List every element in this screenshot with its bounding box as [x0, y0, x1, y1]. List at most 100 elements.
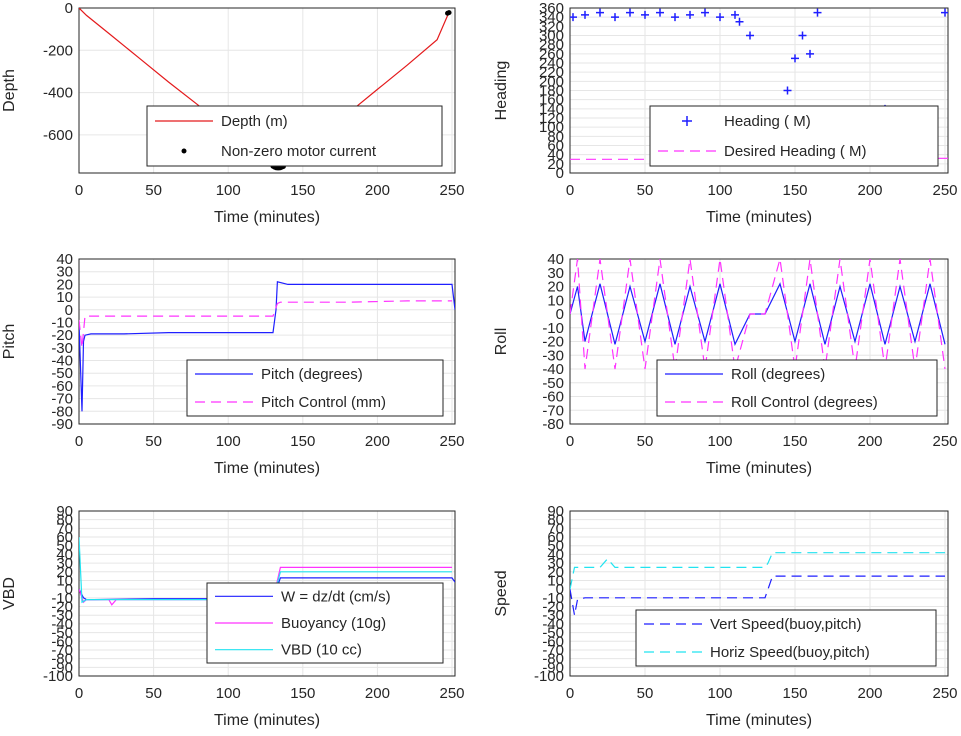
roll-series-1-line — [570, 259, 946, 370]
speed-y-tick-label: -60 — [542, 633, 564, 650]
roll-y-tick-label: -20 — [542, 334, 564, 351]
vbd-x-tick-label: 50 — [145, 685, 162, 702]
heading-x-tick-label: 0 — [566, 182, 574, 199]
vbd-legend-label: Buoyancy (10g) — [281, 615, 386, 632]
vbd-y-tick-label: -90 — [51, 659, 73, 676]
speed-y-tick-label: 50 — [547, 538, 564, 555]
depth-legend-box — [146, 105, 443, 167]
speed-y-tick-label: -100 — [534, 668, 564, 685]
heading-series-0-point — [731, 10, 739, 19]
heading-y-tick-label: 320 — [539, 18, 564, 35]
vbd-y-tick-label: -80 — [51, 651, 73, 668]
roll-legend-box — [656, 359, 938, 417]
pitch-y-tick-label: -90 — [51, 416, 73, 433]
speed-x-tick-label: 0 — [566, 685, 574, 702]
vbd-x-tick-label: 150 — [290, 685, 315, 702]
roll-y-tick-label: -10 — [542, 320, 564, 337]
pitch-x-tick-label: 250 — [440, 433, 465, 450]
vbd-x-tick-label: 250 — [440, 685, 465, 702]
roll-x-axis-label: Time (minutes) — [706, 460, 812, 477]
vbd-legend-label: VBD (10 cc) — [281, 642, 362, 659]
depth-axes-box — [78, 7, 456, 174]
speed-y-tick-label: 80 — [547, 512, 564, 529]
depth-legend-label: Non-zero motor current — [221, 143, 377, 160]
pitch-y-tick-label: 20 — [56, 276, 73, 293]
vbd-y-tick-label: -20 — [51, 599, 73, 616]
pitch-y-tick-label: 30 — [56, 264, 73, 281]
speed-series-0-line — [570, 575, 945, 616]
speed-y-tick-label: 70 — [547, 520, 564, 537]
pitch-y-tick-label: 40 — [56, 251, 73, 268]
heading-series-0-point — [798, 31, 807, 40]
vbd-y-tick-label: -30 — [51, 607, 73, 624]
pitch-series-0-line — [79, 281, 455, 412]
pitch-x-axis-label: Time (minutes) — [214, 460, 320, 477]
roll-y-tick-label: -60 — [542, 389, 564, 406]
roll-x-tick-label: 200 — [857, 433, 882, 450]
vbd-y-tick-label: -40 — [51, 616, 73, 633]
roll-y-tick-label: -70 — [542, 402, 564, 419]
roll-x-tick-label: 50 — [637, 433, 654, 450]
pitch-legend-box — [186, 359, 444, 417]
depth-x-axis-label: Time (minutes) — [214, 209, 320, 226]
speed-y-tick-label: -20 — [542, 599, 564, 616]
speed-y-tick-label: 30 — [547, 555, 564, 572]
heading-x-tick-label: 250 — [932, 182, 957, 199]
roll-y-tick-label: -30 — [542, 347, 564, 364]
pitch-y-tick-label: -30 — [51, 340, 73, 357]
vbd-y-tick-label: 80 — [56, 512, 73, 529]
speed-legend-label: Vert Speed(buoy,pitch) — [710, 616, 861, 633]
pitch-x-tick-label: 50 — [145, 433, 162, 450]
heading-y-tick-label: 180 — [539, 83, 564, 100]
heading-y-tick-label: 140 — [539, 101, 564, 118]
heading-y-tick-label: 20 — [547, 156, 564, 173]
panel-vbd: 0 50 100 150 200 2509080706050403020100-10-20… — [1, 503, 465, 729]
vbd-y-tick-label: -50 — [51, 625, 73, 642]
heading-y-tick-label: 300 — [539, 28, 564, 45]
pitch-series-group — [79, 281, 455, 412]
heading-series-0-point — [656, 8, 664, 17]
vbd-x-axis-label: Time (minutes) — [214, 712, 320, 729]
depth-x-tick-label: 150 — [290, 182, 315, 199]
roll-legend-label: Roll Control (degrees) — [731, 394, 878, 411]
heading-x-tick-label: 100 — [707, 182, 732, 199]
roll-y-axis-label: Roll — [493, 328, 510, 356]
heading-y-tick-label: 40 — [547, 147, 564, 164]
speed-y-tick-label: 40 — [547, 546, 564, 563]
heading-y-tick-label: 240 — [539, 55, 564, 72]
roll-y-tick-label: -40 — [542, 361, 564, 378]
heading-series-0-point — [641, 10, 649, 19]
pitch-x-tick-label: 200 — [365, 433, 390, 450]
speed-y-tick-label: -50 — [542, 625, 564, 642]
pitch-y-axis-label: Pitch — [1, 324, 18, 360]
depth-y-tick-label: -400 — [43, 85, 73, 102]
heading-y-tick-label: 220 — [539, 64, 564, 81]
heading-y-axis-label: Heading — [493, 61, 510, 121]
depth-series-1-point — [446, 10, 452, 16]
speed-y-tick-label: -10 — [542, 590, 564, 607]
heading-y-tick-label: 60 — [547, 138, 564, 155]
pitch-axes-box — [78, 258, 456, 425]
pitch-y-tick-label: -40 — [51, 353, 73, 370]
pitch-y-tick-label: 0 — [65, 302, 73, 319]
roll-x-tick-label: 100 — [707, 433, 732, 450]
roll-axes-box — [569, 258, 949, 425]
heading-y-tick-label: 260 — [539, 46, 564, 63]
vbd-y-tick-label: 10 — [56, 572, 73, 589]
speed-y-tick-label: 0 — [556, 581, 564, 598]
pitch-y-tick-label: 10 — [56, 289, 73, 306]
roll-y-tick-label: 40 — [547, 251, 564, 268]
heading-series-0-point — [813, 8, 822, 17]
heading-series-0-point — [783, 86, 792, 95]
vbd-y-tick-label: 50 — [56, 538, 73, 555]
vbd-y-tick-label: 70 — [56, 520, 73, 537]
speed-x-tick-label: 150 — [782, 685, 807, 702]
speed-series-group — [570, 552, 945, 616]
roll-x-tick-label: 0 — [566, 433, 574, 450]
vbd-x-tick-label: 200 — [365, 685, 390, 702]
heading-y-tick-label: 360 — [539, 0, 564, 17]
speed-x-tick-label: 250 — [932, 685, 957, 702]
speed-y-tick-label: -40 — [542, 616, 564, 633]
vbd-y-tick-label: -100 — [43, 668, 73, 685]
